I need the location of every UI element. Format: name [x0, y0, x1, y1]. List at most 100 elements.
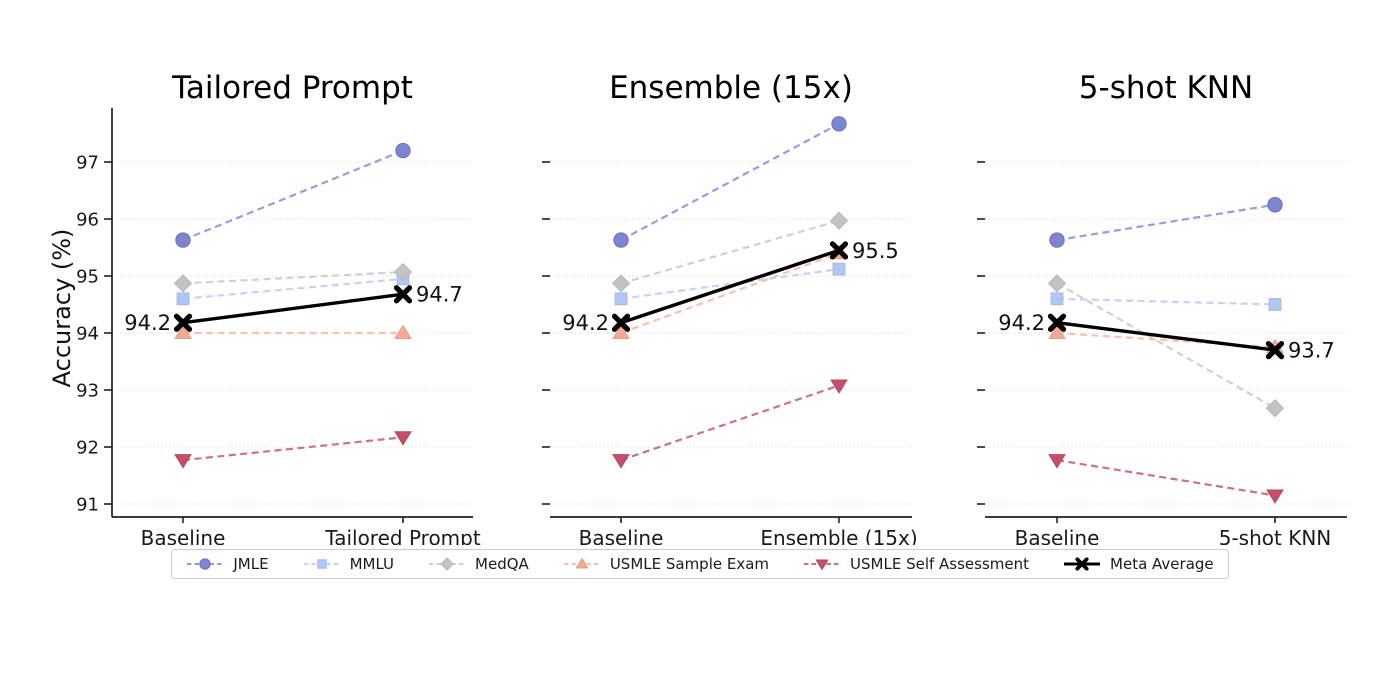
legend-sample-meta-average — [1064, 557, 1101, 571]
legend-sample-usmle-sample-exam — [563, 557, 600, 569]
legend-sample-usmle-self-assessment — [804, 559, 841, 571]
meta-start-label: 94.2 — [124, 311, 171, 335]
legend-label: MMLU — [349, 555, 395, 573]
series-point-marker — [830, 379, 848, 394]
series-point-marker — [440, 557, 454, 571]
series-meta-average — [1047, 313, 1285, 360]
series-point-marker — [1048, 454, 1066, 469]
series-point-marker — [316, 559, 327, 569]
series-line — [620, 252, 840, 335]
series-point-marker — [612, 324, 630, 339]
series-meta-average — [173, 285, 413, 332]
y-tick-label: 91 — [76, 495, 99, 516]
meta-x-marker — [393, 285, 413, 304]
legend-sample-mmlu — [303, 559, 340, 569]
series-point-marker — [611, 274, 631, 293]
series-point-marker — [612, 454, 630, 469]
series-point-marker — [1266, 489, 1284, 504]
series-point-marker — [1268, 298, 1282, 311]
series-line — [620, 384, 840, 462]
panel-5-shot-knn: Baseline 5-shot KNN 5-shot KNN 94.2 93.7 — [977, 70, 1347, 545]
legend-item-meta-average: Meta Average — [1063, 555, 1214, 573]
series-meta-average — [611, 241, 849, 332]
series-line — [1056, 297, 1276, 306]
legend-item-mmlu: MMLU — [303, 555, 394, 573]
series-point-marker — [1049, 232, 1065, 248]
y-tick-label: 97 — [76, 153, 99, 174]
series-usmle-self-assessment — [612, 379, 848, 469]
series-line — [620, 268, 840, 300]
series-medqa — [173, 262, 413, 293]
series-point-marker — [394, 324, 412, 339]
panel-title: Ensemble (15x) — [609, 70, 853, 106]
series-medqa — [1047, 274, 1285, 418]
series-point-marker — [1267, 197, 1283, 213]
series-point-marker — [394, 431, 412, 446]
series-line — [620, 219, 840, 285]
series-point-marker — [614, 292, 628, 306]
series-point-marker — [829, 211, 849, 230]
series-jmle — [1049, 197, 1283, 248]
legend-item-medqa: MedQA — [428, 555, 529, 573]
series-point-marker — [174, 454, 192, 469]
y-tick-label: 95 — [76, 267, 99, 288]
meta-x-marker — [173, 313, 193, 332]
series-point-marker — [393, 262, 413, 282]
x-tick-label: Baseline — [141, 526, 226, 545]
y-tick-label: 92 — [76, 438, 99, 459]
legend-label: Meta Average — [1110, 555, 1214, 573]
series-medqa — [611, 211, 849, 293]
series-point-marker — [175, 232, 191, 248]
legend-row: JMLE MMLU MedQA USMLE Sample Exam USMLE Self… — [0, 549, 1400, 579]
line-chart-canvas: 91 92 93 94 95 96 97 Baseline Tailored Prompt Tai… — [76, 70, 1347, 545]
series-point-marker — [199, 558, 212, 570]
series-line — [182, 149, 404, 242]
series-line — [1056, 321, 1276, 352]
meta-x-marker — [1265, 341, 1285, 360]
legend-item-jmle: JMLE — [186, 555, 269, 573]
legend-sample-medqa — [429, 557, 466, 571]
series-line — [182, 270, 404, 285]
series-usmle-self-assessment — [174, 431, 412, 469]
meta-x-marker — [611, 313, 631, 332]
series-usmle-self-assessment — [1048, 454, 1284, 504]
meta-end-label: 93.7 — [1288, 339, 1335, 363]
series-point-marker — [395, 142, 411, 159]
series-point-marker — [815, 559, 829, 571]
meta-end-label: 94.7 — [416, 283, 463, 307]
series-usmle-sample-exam — [1048, 324, 1284, 354]
legend-label: USMLE Self Assessment — [850, 555, 1030, 573]
legend: JMLE MMLU MedQA USMLE Sample Exam USMLE Self… — [171, 549, 1229, 579]
series-point-marker — [1265, 399, 1285, 418]
x-tick-label: 5-shot KNN — [1219, 526, 1332, 545]
series-line — [182, 436, 404, 462]
panel-title: Tailored Prompt — [171, 70, 413, 106]
series-point-marker — [174, 324, 192, 339]
legend-item-usmle-self-assessment: USMLE Self Assessment — [803, 555, 1029, 573]
series-usmle-sample-exam — [174, 324, 412, 339]
series-line — [620, 248, 840, 325]
x-tick-label: Tailored Prompt — [324, 526, 481, 545]
x-tick-label: Baseline — [1015, 526, 1100, 545]
series-point-marker — [1050, 292, 1064, 306]
meta-x-marker — [1047, 313, 1067, 332]
series-point-marker — [575, 557, 589, 569]
series-point-marker — [173, 274, 193, 293]
series-point-marker — [613, 232, 629, 248]
meta-start-label: 94.2 — [562, 311, 609, 335]
panel-title: 5-shot KNN — [1079, 70, 1253, 106]
legend-label: JMLE — [233, 555, 269, 573]
legend-label: MedQA — [475, 555, 529, 573]
x-tick-label: Baseline — [579, 526, 664, 545]
series-point-marker — [1048, 324, 1066, 339]
legend-sample-jmle — [187, 558, 224, 570]
series-mmlu — [614, 262, 846, 306]
meta-start-label: 94.2 — [998, 311, 1045, 335]
series-jmle — [613, 116, 847, 248]
panel-ensemble-15x: Baseline Ensemble (15x) Ensemble (15x) 94.2… — [542, 70, 918, 545]
series-line — [1056, 282, 1276, 410]
y-tick-label: 93 — [76, 381, 99, 402]
series-line — [182, 292, 404, 325]
legend-label: USMLE Sample Exam — [609, 555, 770, 573]
